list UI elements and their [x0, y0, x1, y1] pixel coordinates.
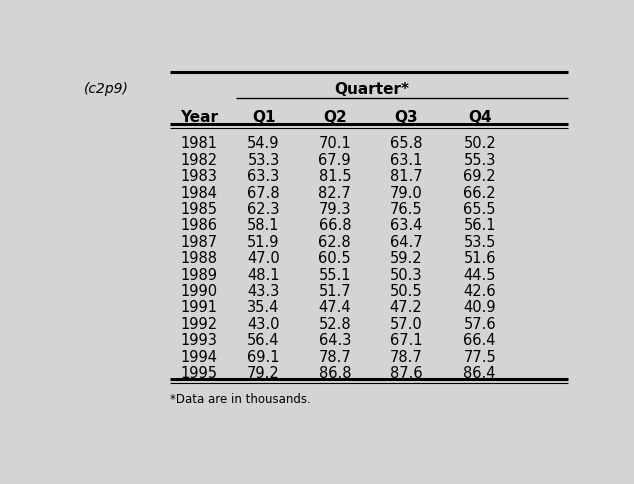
Text: 35.4: 35.4 — [247, 300, 280, 315]
Text: 1985: 1985 — [180, 202, 217, 217]
Text: 1982: 1982 — [180, 153, 217, 168]
Text: (c2p9): (c2p9) — [84, 82, 129, 96]
Text: 54.9: 54.9 — [247, 136, 280, 151]
Text: Q2: Q2 — [323, 109, 347, 124]
Text: 60.5: 60.5 — [318, 251, 351, 266]
Text: 66.2: 66.2 — [463, 185, 496, 200]
Text: 67.8: 67.8 — [247, 185, 280, 200]
Text: 63.4: 63.4 — [390, 218, 422, 233]
Text: 62.3: 62.3 — [247, 202, 280, 217]
Text: 42.6: 42.6 — [463, 284, 496, 299]
Text: 81.5: 81.5 — [318, 169, 351, 184]
Text: 82.7: 82.7 — [318, 185, 351, 200]
Text: 69.1: 69.1 — [247, 349, 280, 364]
Text: 47.0: 47.0 — [247, 251, 280, 266]
Text: 55.3: 55.3 — [463, 153, 496, 168]
Text: 51.9: 51.9 — [247, 235, 280, 250]
Text: 86.8: 86.8 — [318, 366, 351, 381]
Text: 48.1: 48.1 — [247, 268, 280, 283]
Text: 66.8: 66.8 — [318, 218, 351, 233]
Text: 58.1: 58.1 — [247, 218, 280, 233]
Text: 1991: 1991 — [180, 300, 217, 315]
Text: 65.5: 65.5 — [463, 202, 496, 217]
Text: 79.0: 79.0 — [390, 185, 422, 200]
Text: 50.5: 50.5 — [390, 284, 422, 299]
Text: 1984: 1984 — [180, 185, 217, 200]
Text: 57.6: 57.6 — [463, 317, 496, 332]
Text: 43.3: 43.3 — [247, 284, 280, 299]
Text: 64.3: 64.3 — [318, 333, 351, 348]
Text: 67.1: 67.1 — [390, 333, 422, 348]
Text: 53.3: 53.3 — [247, 153, 280, 168]
Text: 1994: 1994 — [180, 349, 217, 364]
Text: 76.5: 76.5 — [390, 202, 422, 217]
Text: 56.4: 56.4 — [247, 333, 280, 348]
Text: 1986: 1986 — [180, 218, 217, 233]
Text: 53.5: 53.5 — [463, 235, 496, 250]
Text: 79.2: 79.2 — [247, 366, 280, 381]
Text: 1988: 1988 — [180, 251, 217, 266]
Text: 63.3: 63.3 — [247, 169, 280, 184]
Text: 56.1: 56.1 — [463, 218, 496, 233]
Text: 43.0: 43.0 — [247, 317, 280, 332]
Text: 47.2: 47.2 — [390, 300, 422, 315]
Text: 81.7: 81.7 — [390, 169, 422, 184]
Text: 1990: 1990 — [180, 284, 217, 299]
Text: 69.2: 69.2 — [463, 169, 496, 184]
Text: 63.1: 63.1 — [390, 153, 422, 168]
Text: 55.1: 55.1 — [318, 268, 351, 283]
Text: 1992: 1992 — [180, 317, 217, 332]
Text: 64.7: 64.7 — [390, 235, 422, 250]
Text: 1993: 1993 — [180, 333, 217, 348]
Text: 57.0: 57.0 — [390, 317, 422, 332]
Text: 1981: 1981 — [180, 136, 217, 151]
Text: 51.7: 51.7 — [318, 284, 351, 299]
Text: 1987: 1987 — [180, 235, 217, 250]
Text: 65.8: 65.8 — [390, 136, 422, 151]
Text: 67.9: 67.9 — [318, 153, 351, 168]
Text: 86.4: 86.4 — [463, 366, 496, 381]
Text: Year: Year — [180, 109, 218, 124]
Text: Q4: Q4 — [468, 109, 491, 124]
Text: Q1: Q1 — [252, 109, 275, 124]
Text: 1995: 1995 — [180, 366, 217, 381]
Text: 87.6: 87.6 — [390, 366, 422, 381]
Text: 51.6: 51.6 — [463, 251, 496, 266]
Text: Q3: Q3 — [394, 109, 418, 124]
Text: 59.2: 59.2 — [390, 251, 422, 266]
Text: 78.7: 78.7 — [318, 349, 351, 364]
Text: Quarter*: Quarter* — [334, 82, 409, 97]
Text: 78.7: 78.7 — [390, 349, 422, 364]
Text: 62.8: 62.8 — [318, 235, 351, 250]
Text: 70.1: 70.1 — [318, 136, 351, 151]
Text: 79.3: 79.3 — [318, 202, 351, 217]
Text: 44.5: 44.5 — [463, 268, 496, 283]
Text: 66.4: 66.4 — [463, 333, 496, 348]
Text: 40.9: 40.9 — [463, 300, 496, 315]
Text: 47.4: 47.4 — [318, 300, 351, 315]
Text: 1989: 1989 — [180, 268, 217, 283]
Text: 77.5: 77.5 — [463, 349, 496, 364]
Text: 52.8: 52.8 — [318, 317, 351, 332]
Text: *Data are in thousands.: *Data are in thousands. — [170, 393, 311, 407]
Text: 50.2: 50.2 — [463, 136, 496, 151]
Text: 1983: 1983 — [180, 169, 217, 184]
Text: 50.3: 50.3 — [390, 268, 422, 283]
